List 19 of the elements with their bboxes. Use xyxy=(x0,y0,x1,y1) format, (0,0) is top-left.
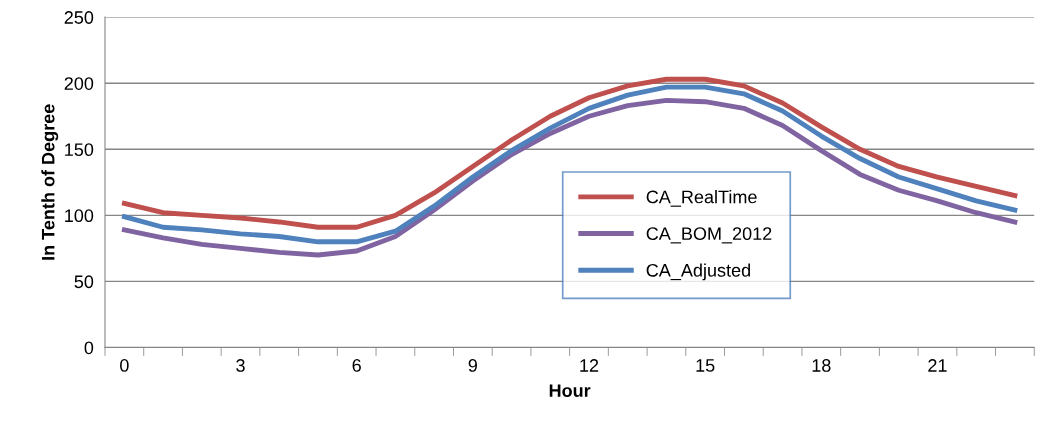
x-axis-title: Hour xyxy=(549,384,591,398)
legend-label: CA_RealTime xyxy=(646,190,757,207)
y-tick-label: 250 xyxy=(64,11,94,24)
legend-label: CA_Adjusted xyxy=(646,263,750,281)
y-axis-title: In Tenth of Degree xyxy=(41,104,59,260)
y-tick-label: 150 xyxy=(65,143,94,157)
legend-label: CA_BOM_2012 xyxy=(646,227,772,244)
x-tick-label: 12 xyxy=(580,359,599,372)
x-tick-label: 3 xyxy=(236,359,245,372)
x-tick-label: 6 xyxy=(352,359,361,372)
y-tick-label: 50 xyxy=(74,275,94,289)
y-tick-label: 0 xyxy=(84,341,94,355)
x-tick-label: 0 xyxy=(120,359,129,372)
x-tick-label: 18 xyxy=(812,359,831,372)
x-tick-label: 15 xyxy=(696,359,715,372)
x-tick-label: 21 xyxy=(928,359,947,372)
x-tick-label: 9 xyxy=(468,359,477,372)
y-tick-label: 100 xyxy=(65,209,94,223)
y-tick-label: 200 xyxy=(64,77,94,90)
